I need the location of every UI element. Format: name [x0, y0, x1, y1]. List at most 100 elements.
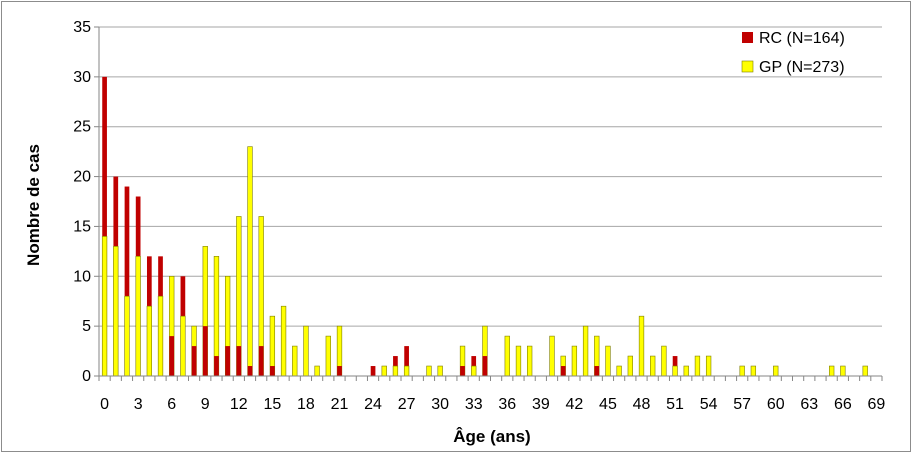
y-tick-labels: 0 5 10 15 20 25 30 35	[73, 19, 91, 385]
bar-rc	[169, 336, 175, 376]
x-tick-label: 9	[201, 396, 210, 413]
x-tick-label: 42	[565, 396, 583, 413]
x-tick-label: 45	[599, 396, 617, 413]
bar-gp	[392, 365, 399, 377]
y-tick-label: 25	[73, 119, 91, 136]
bar-gp	[426, 365, 432, 377]
bar-gp	[840, 365, 846, 377]
bar-gp	[705, 355, 712, 377]
x-tick-label: 69	[868, 396, 886, 413]
bar-gp	[303, 325, 309, 377]
x-tick-label: 12	[230, 396, 248, 413]
bar-rc	[202, 326, 208, 376]
bar-gp	[314, 365, 320, 377]
bar-gp	[280, 305, 287, 377]
bar-rc	[102, 76, 107, 377]
bar-gp	[616, 365, 622, 377]
bar-gp	[661, 345, 667, 377]
x-tick-label: 33	[465, 396, 483, 413]
bar-rc	[191, 346, 197, 376]
x-axis-title: Âge (ans)	[453, 427, 530, 446]
bar-gp	[526, 345, 533, 377]
bar-gp	[829, 365, 835, 377]
bar-rc	[370, 366, 376, 376]
bar-gp	[750, 365, 757, 377]
bar-rc	[594, 366, 600, 376]
bar-gp	[515, 345, 522, 377]
x-tick-label: 18	[297, 396, 315, 413]
y-tick-label: 5	[82, 318, 91, 335]
bar-gp	[571, 345, 578, 377]
bar-gp	[437, 365, 443, 377]
legend-swatch-gp	[741, 60, 754, 73]
bar-rc	[258, 346, 264, 376]
bar-gp	[638, 315, 645, 377]
x-tick-label: 57	[733, 396, 751, 413]
legend-label-gp: GP (N=273)	[759, 59, 845, 76]
bar-gp	[381, 365, 387, 377]
bar-gp	[247, 146, 253, 377]
bar-gp	[683, 365, 689, 377]
x-tick-label: 24	[364, 396, 382, 413]
legend-label-rc: RC (N=164)	[759, 30, 845, 47]
x-tick-label: 60	[767, 396, 785, 413]
bar-rc	[124, 186, 130, 376]
bar-rc	[225, 346, 230, 376]
x-tick-label: 66	[834, 396, 852, 413]
x-tick-label: 51	[666, 396, 684, 413]
bar-gp	[325, 335, 331, 377]
x-tick-label: 39	[532, 396, 550, 413]
bar-rc	[460, 366, 465, 376]
bar-gp	[403, 365, 410, 377]
bar-gp	[292, 345, 298, 377]
bar-gp	[113, 246, 119, 377]
y-tick-label: 30	[73, 69, 91, 86]
axes	[94, 26, 883, 381]
x-tick-labels: 0 3 6 9 12 15 18 21 24 27 30 33 36 39 42 45 48 51 54 57 60 63…	[100, 396, 885, 413]
bar-gp	[504, 335, 510, 377]
bar-gp	[739, 365, 745, 377]
bar-gp	[627, 355, 633, 377]
bar-gp	[773, 365, 779, 377]
bar-rc	[214, 356, 219, 376]
x-tick-label: 21	[331, 396, 349, 413]
bar-rc	[337, 366, 342, 376]
y-axis-title: Nombre de cas	[24, 144, 43, 266]
bar-gp	[582, 325, 589, 377]
bar-gp	[124, 295, 130, 377]
bar-gp	[694, 355, 701, 377]
x-tick-label: 54	[700, 396, 718, 413]
x-tick-label: 0	[100, 396, 109, 413]
bar-rc	[482, 356, 488, 376]
x-tick-label: 6	[167, 396, 176, 413]
x-tick-label: 63	[800, 396, 818, 413]
y-tick-label: 15	[73, 218, 91, 235]
bar-rc	[560, 366, 566, 376]
x-tick-label: 3	[134, 396, 143, 413]
legend: RC (N=164) GP (N=273)	[741, 30, 845, 76]
y-tick-label: 20	[73, 169, 91, 186]
bar-gp	[135, 256, 141, 377]
bar-rc	[236, 346, 242, 376]
bar-gp	[157, 295, 164, 377]
bar-gp	[862, 365, 868, 377]
bar-gp	[101, 236, 108, 377]
y-tick-label: 10	[73, 268, 91, 285]
y-tick-label: 0	[82, 368, 91, 385]
x-tick-label: 36	[498, 396, 516, 413]
x-tick-label: 30	[431, 396, 449, 413]
bar-gp	[549, 335, 555, 377]
y-tick-label: 35	[73, 19, 91, 36]
bar-gp	[471, 365, 477, 377]
legend-swatch-rc	[742, 32, 753, 43]
bar-rc	[404, 346, 409, 376]
bar-gp	[650, 355, 656, 377]
bar-gp	[146, 305, 152, 377]
bar-gp	[605, 345, 611, 377]
bar-gp	[672, 365, 678, 377]
x-tick-label: 15	[263, 396, 281, 413]
bar-rc	[270, 366, 275, 376]
x-tick-label: 27	[398, 396, 416, 413]
